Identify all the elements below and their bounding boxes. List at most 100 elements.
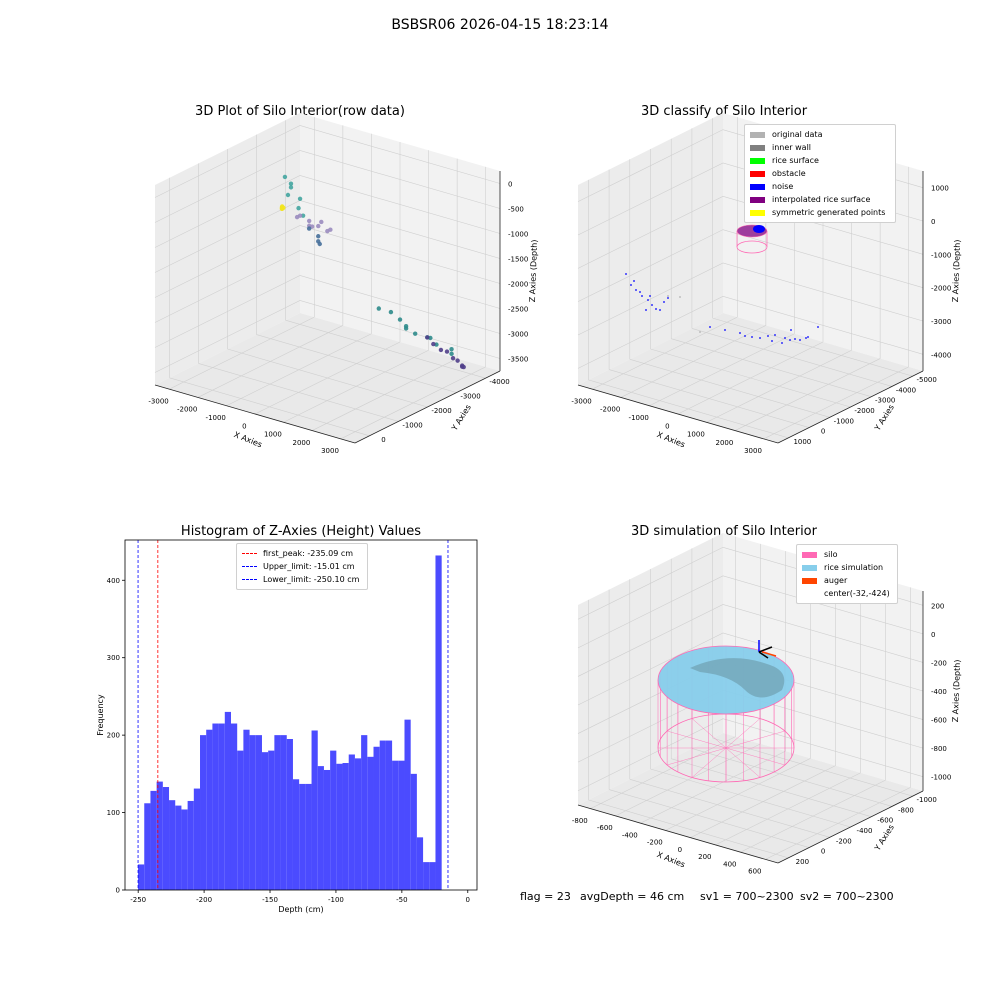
p4-ygrid — [588, 799, 789, 859]
p3-x-tick: -250 — [130, 896, 146, 904]
p4-legend-swatch — [802, 591, 817, 597]
p2-x-axis-line — [577, 384, 779, 444]
p2-legend-label: inner wall — [772, 143, 812, 152]
p3-bar — [404, 719, 411, 890]
p4-auger-arm — [761, 651, 777, 657]
p2-legend-label: noise — [772, 182, 794, 191]
p3-bar — [373, 746, 380, 890]
p1-point — [297, 196, 303, 201]
p3-legend-entry: Upper_limit: -15.01 cm — [242, 560, 362, 573]
p2-noise-point — [744, 335, 746, 337]
p1-point — [325, 228, 330, 234]
p2-y-tick: -4000 — [896, 386, 916, 394]
p1-x-axis-line — [154, 384, 356, 444]
p4-auger-x — [758, 646, 773, 653]
p1-point — [316, 234, 321, 239]
p2-legend-entry: interpolated rice surface — [750, 193, 890, 206]
p3-x-tick: 0 — [466, 896, 470, 904]
p1-zgrid — [154, 225, 501, 298]
footer-sv2: sv2 = 700~2300 — [800, 890, 894, 903]
p1-ygrid — [227, 348, 428, 408]
p2-original-point — [667, 295, 669, 297]
p3-x-tick: -50 — [396, 896, 407, 904]
p3-legend-entry: first_peak: -235.09 cm — [242, 547, 362, 560]
p4-x-tick: 200 — [698, 853, 711, 861]
p4-y-tick: -600 — [877, 817, 893, 825]
p3-bar — [212, 723, 219, 890]
p4-silo-floor-spoke — [667, 747, 727, 766]
p1-point — [397, 317, 403, 322]
p3-bar — [367, 756, 374, 890]
panel1-title: 3D Plot of Silo Interior(row data) — [195, 104, 405, 119]
p1-point — [294, 214, 300, 220]
p1-point — [316, 239, 321, 244]
p3-bar — [261, 752, 269, 890]
p4-legend-entry: rice simulation — [802, 561, 892, 574]
p2-y-axis-line — [777, 370, 924, 444]
p2-y-tick: -5000 — [916, 376, 936, 384]
p4-zgrid — [577, 604, 924, 677]
p4-z-tick: -1000 — [931, 774, 951, 782]
p1-zgrid — [154, 175, 501, 248]
p1-point — [282, 174, 288, 180]
p3-x-tick: -100 — [328, 896, 344, 904]
p2-legend-label: interpolated rice surface — [772, 195, 871, 204]
p1-z-tick: -1500 — [508, 256, 528, 264]
p1-x-tick: -3000 — [148, 397, 168, 405]
p2-ygrid — [588, 379, 789, 439]
p2-x-tick: 0 — [665, 422, 669, 430]
p4-x-tick: 0 — [678, 846, 682, 854]
p2-legend-swatch — [750, 183, 765, 190]
p1-z-tick: -2500 — [508, 306, 528, 314]
p4-legend-swatch — [802, 564, 817, 571]
p3-bar — [280, 735, 287, 890]
p3-bar — [162, 787, 170, 890]
p1-point — [455, 358, 460, 363]
p4-auger-y — [758, 651, 769, 659]
p3-x-label: Depth (cm) — [278, 905, 323, 914]
p3-bar — [379, 740, 386, 890]
p1-point — [450, 356, 456, 361]
p1-x-tick: -1000 — [206, 414, 226, 422]
p3-bar — [416, 837, 424, 890]
p4-y-tick: -1000 — [916, 796, 936, 804]
p3-bar — [224, 711, 231, 890]
p2-silo-cylinder — [736, 224, 768, 254]
p4-zgrid — [577, 575, 924, 649]
p4-ygrid — [608, 789, 810, 848]
p1-point — [285, 192, 291, 198]
p4-silo-floor-spoke — [725, 747, 785, 766]
p2-noise-point — [774, 334, 776, 336]
p3-legend-label: Upper_limit: -15.01 cm — [263, 562, 355, 571]
p2-noise-point — [805, 337, 807, 339]
p4-zgrid — [577, 718, 924, 791]
p2-y-tick: 1000 — [793, 438, 811, 446]
p1-ygrid — [169, 377, 370, 437]
p4-ygrid — [650, 768, 851, 828]
panel2-title: 3D classify of Silo Interior — [640, 104, 808, 119]
p2-noise-point — [639, 291, 641, 293]
p3-legend-swatch — [242, 566, 257, 567]
p3-legend-swatch — [242, 579, 257, 580]
p1-point — [281, 205, 286, 211]
p1-x-tick: 2000 — [293, 439, 311, 447]
p3-bar — [156, 781, 163, 890]
p3-bar — [385, 740, 393, 890]
p4-legend-label: center(-32,-424) — [824, 589, 890, 598]
p3-bar — [286, 739, 293, 890]
p2-noise-point — [817, 326, 819, 328]
p1-y-tick: 0 — [381, 436, 385, 444]
p4-auger — [758, 640, 777, 659]
p1-y-tick: -3000 — [460, 393, 480, 401]
p4-y-tick: 200 — [796, 858, 809, 866]
p1-zgrid — [154, 150, 501, 223]
p3-bar — [317, 766, 324, 890]
p3-y-tick: 0 — [116, 887, 120, 895]
p2-x-tick: -2000 — [600, 406, 620, 414]
p1-x-tick: 1000 — [264, 431, 282, 439]
p2-z-tick: -1000 — [931, 251, 951, 259]
p4-silo-floor-spoke — [691, 747, 727, 778]
p4-silo-floor-spoke — [725, 747, 761, 778]
p4-z-label: Z Axies (Depth) — [951, 659, 962, 722]
